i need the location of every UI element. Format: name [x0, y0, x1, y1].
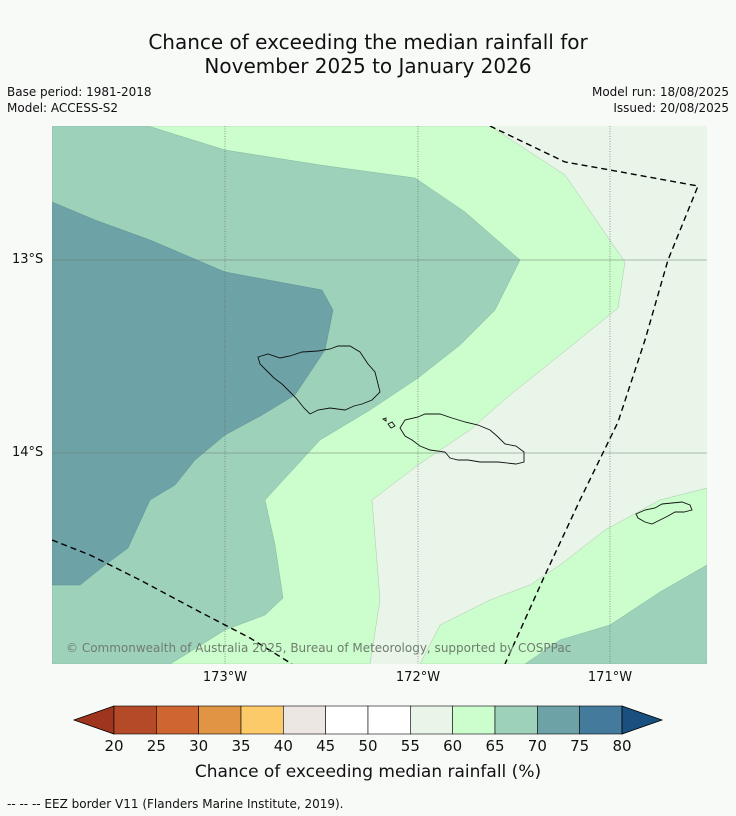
colorbar-tick-65: 65: [485, 737, 505, 755]
colorbar-tick-70: 70: [527, 737, 547, 755]
title-line-2: November 2025 to January 2026: [204, 54, 532, 78]
colorbar-bin-45-50: [325, 705, 369, 735]
colorbar-bin-40-45: [283, 705, 326, 735]
colorbar-bin-35-40: [240, 705, 284, 735]
colorbar-title: Chance of exceeding median rainfall (%): [194, 762, 542, 782]
colorbar-bin-30-35: [198, 705, 242, 735]
colorbar-bin-20-25: [113, 705, 157, 735]
colorbar-extend-high: [621, 705, 664, 735]
contour-70-75: [52, 201, 334, 586]
lat-label-14s: 14°S: [12, 445, 44, 460]
apolima-island: [381, 417, 387, 422]
colorbar-tick-80: 80: [612, 737, 632, 755]
colorbar-tick-40: 40: [273, 737, 293, 755]
tutuila-island: [635, 501, 693, 525]
meta-left: Base period: 1981-2018 Model: ACCESS-S2: [7, 84, 152, 116]
base-period: Base period: 1981-2018: [7, 85, 152, 99]
colorbar-tick-75: 75: [570, 737, 590, 755]
savaii-island: [257, 345, 381, 415]
lon-label-172w: 172°W: [395, 670, 441, 685]
colorbar-bin-60-65: [452, 705, 496, 735]
grid-lines: [224, 126, 611, 664]
colorbar-tick-30: 30: [189, 737, 209, 755]
colorbar-tick-20: 20: [104, 737, 124, 755]
colorbar-tick-25: 25: [146, 737, 166, 755]
colorbar-bin-70-75: [537, 705, 580, 735]
lat-grid-lines: [52, 259, 707, 454]
eez-border: [52, 126, 699, 664]
colorbar-extend-low: [72, 705, 115, 735]
colorbar-bin-75-80: [579, 705, 623, 735]
colorbar-tick-55: 55: [400, 737, 420, 755]
colorbar: [72, 705, 664, 735]
manono-island: [387, 421, 396, 429]
upolu-island: [399, 413, 525, 465]
colorbar-tick-50: 50: [358, 737, 378, 755]
colorbar-tick-45: 45: [316, 737, 336, 755]
meta-right: Model run: 18/08/2025 Issued: 20/08/2025: [592, 84, 729, 116]
island-outlines: [257, 345, 693, 525]
map-title: Chance of exceeding the median rainfall …: [0, 30, 736, 78]
colorbar-tick-35: 35: [231, 737, 251, 755]
colorbar-bin-65-70: [494, 705, 538, 735]
lon-label-171w: 171°W: [587, 670, 633, 685]
model-run: Model run: 18/08/2025: [591, 85, 729, 99]
issued-date: Issued: 20/08/2025: [613, 101, 729, 115]
colorbar-tick-60: 60: [443, 737, 463, 755]
copyright-notice: © Commonwealth of Australia 2025, Bureau…: [66, 641, 572, 655]
lon-label-173w: 173°W: [202, 670, 248, 685]
colorbar-bin-25-30: [156, 705, 199, 735]
eez-footnote: -- -- -- EEZ border V11 (Flanders Marine…: [7, 797, 344, 811]
colorbar-bin-55-60: [410, 705, 453, 735]
contour-layer: [52, 126, 707, 664]
title-line-1: Chance of exceeding the median rainfall …: [148, 30, 588, 54]
lat-label-13s: 13°S: [12, 252, 44, 267]
colorbar-bin-50-55: [367, 705, 411, 735]
model-name: Model: ACCESS-S2: [7, 101, 119, 115]
contour-65-70: [52, 126, 707, 664]
